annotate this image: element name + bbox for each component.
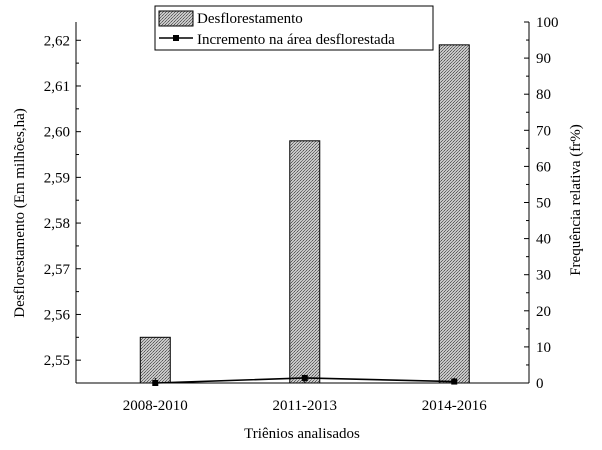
left-axis-label: Desflorestamento (Em milhões,ha) [12,108,28,318]
left-tick-label: 2,56 [44,307,71,323]
x-tick-label: 2014-2016 [422,398,487,414]
right-tick-label: 60 [536,159,551,175]
left-tick-label: 2,59 [44,170,70,186]
right-tick-label: 20 [536,304,551,320]
left-tick-label: 2,57 [44,262,71,278]
right-tick-label: 50 [536,196,551,212]
right-tick-label: 40 [536,232,551,248]
legend-box [154,5,434,51]
right-tick-label: 90 [536,51,551,67]
bar-2008-2010 [139,336,171,384]
x-tick-label: 2011-2013 [273,398,337,414]
right-ticks: 0 10 20 30 40 50 60 70 80 90 100 [524,15,559,392]
x-ticks: 2008-2010 2011-2013 2014-2016 [123,378,487,414]
left-tick-label: 2,58 [44,216,70,232]
bars-layer [139,44,470,384]
left-tick-label: 2,61 [44,79,70,95]
bar-2014-2016 [438,44,470,384]
legend-swatch-marker [173,35,179,41]
increment-point-2011-2013 [301,374,308,381]
right-axis-label: Frequência relativa (fr%) [568,124,584,276]
right-tick-label: 0 [536,376,544,392]
legend-label-bars: Desflorestamento [197,11,303,27]
left-tick-label: 2,55 [44,353,70,369]
right-tick-label: 100 [536,15,559,31]
legend-label-line: Incremento na área desflorestada [197,32,395,48]
left-ticks: 2,55 2,56 2,57 2,58 2,59 2,60 2,61 2,62 [44,33,81,384]
left-tick-label: 2,62 [44,33,70,49]
bar-2011-2013 [289,140,321,384]
right-tick-label: 70 [536,123,551,139]
legend: Desflorestamento Incremento na área desf… [154,5,434,51]
left-tick-label: 2,60 [44,125,70,141]
right-tick-label: 30 [536,268,551,284]
x-tick-label: 2008-2010 [123,398,188,414]
right-tick-label: 10 [536,340,551,356]
x-axis-label: Triênios analisados [244,426,360,442]
right-tick-label: 80 [536,87,551,103]
legend-swatch-bars [158,10,194,27]
